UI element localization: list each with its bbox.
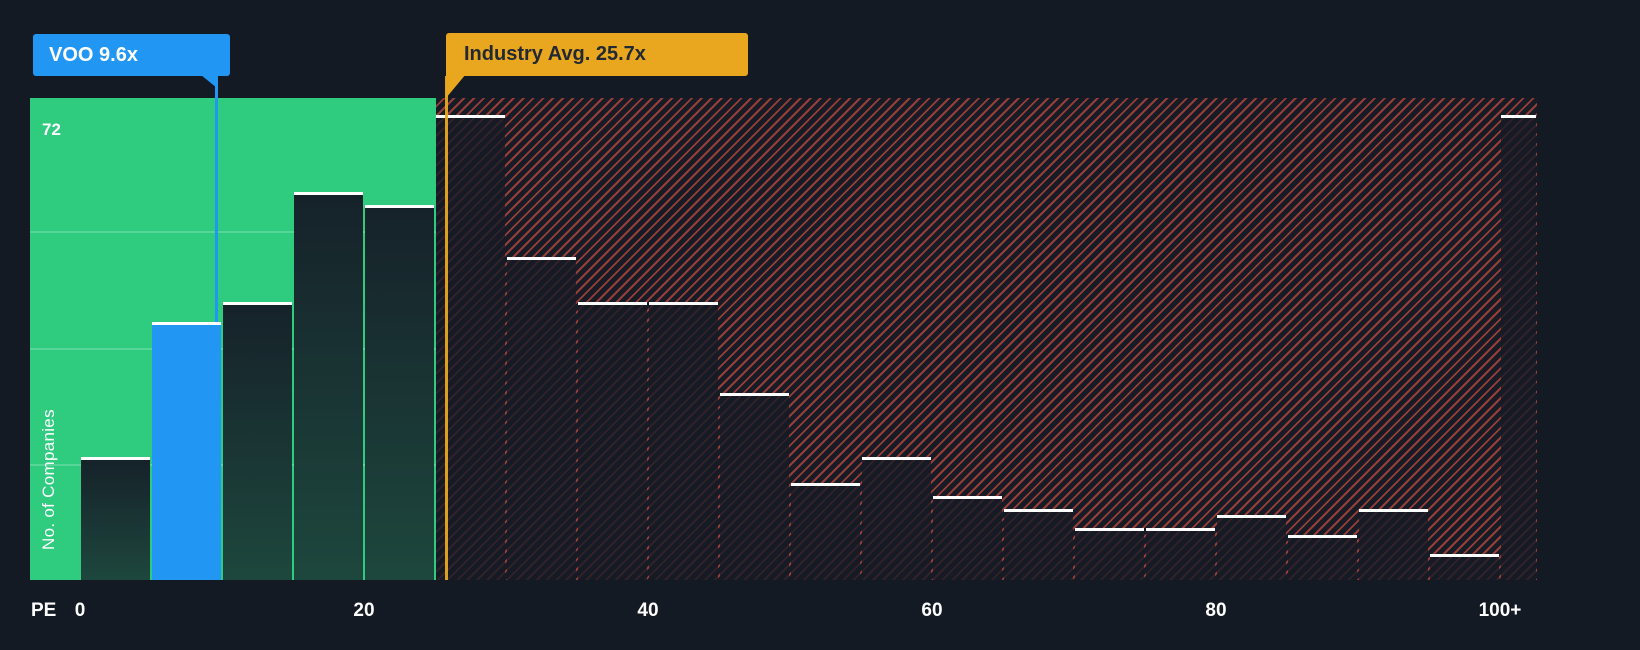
voo-marker-pointer [201,75,217,88]
x-tick-40: 40 [637,600,659,621]
bar-pe-50-55[interactable] [791,483,860,580]
x-tick-80: 80 [1205,600,1227,621]
voo-marker-line [215,76,218,322]
x-tick-60: 60 [921,600,943,621]
bar-pe-10-15[interactable] [223,302,292,580]
bar-pe-30-35[interactable] [507,257,576,580]
bar-pe-95-100[interactable] [1430,554,1499,580]
bar-pe-0-5[interactable] [81,457,150,580]
bar-pe-45-50[interactable] [720,393,789,580]
x-tick-100+: 100+ [1478,600,1522,621]
bar-pe-90-95[interactable] [1359,509,1428,580]
plot-area: 72 No. of Companies [30,98,1537,580]
bar-pe-35-40[interactable] [578,302,647,580]
industry-avg-badge: Industry Avg. 25.7x [446,33,748,76]
bar-pe-40-45[interactable] [649,302,718,580]
x-tick-20: 20 [353,600,375,621]
voo-marker-label: VOO 9.6x [49,44,138,66]
voo-marker-badge: VOO 9.6x [33,34,230,76]
bar-pe-60-65[interactable] [933,496,1002,580]
bar-pe-100+[interactable] [1501,115,1536,580]
y-axis-title: No. of Companies [39,409,58,551]
x-tick-0: 0 [74,600,86,621]
bar-pe-80-85[interactable] [1217,515,1286,580]
bar-pe-75-80[interactable] [1146,528,1215,580]
industry-avg-line [445,76,448,580]
industry-avg-label: Industry Avg. 25.7x [464,43,646,65]
bar-pe-55-60[interactable] [862,457,931,580]
bar-pe-15-20[interactable] [294,192,363,580]
x-axis-title: PE [31,600,57,621]
bar-pe-5-10[interactable] [152,322,221,580]
bar-pe-70-75[interactable] [1075,528,1144,580]
bar-pe-65-70[interactable] [1004,509,1073,580]
x-axis: PE 0 20 40 60 80 100+ [0,600,1640,630]
y-axis-max-label: 72 [42,120,61,139]
gridline-54 [30,231,436,233]
industry-avg-pointer [446,74,466,98]
bar-pe-20-25[interactable] [365,205,434,580]
bar-pe-85-90[interactable] [1288,535,1357,580]
